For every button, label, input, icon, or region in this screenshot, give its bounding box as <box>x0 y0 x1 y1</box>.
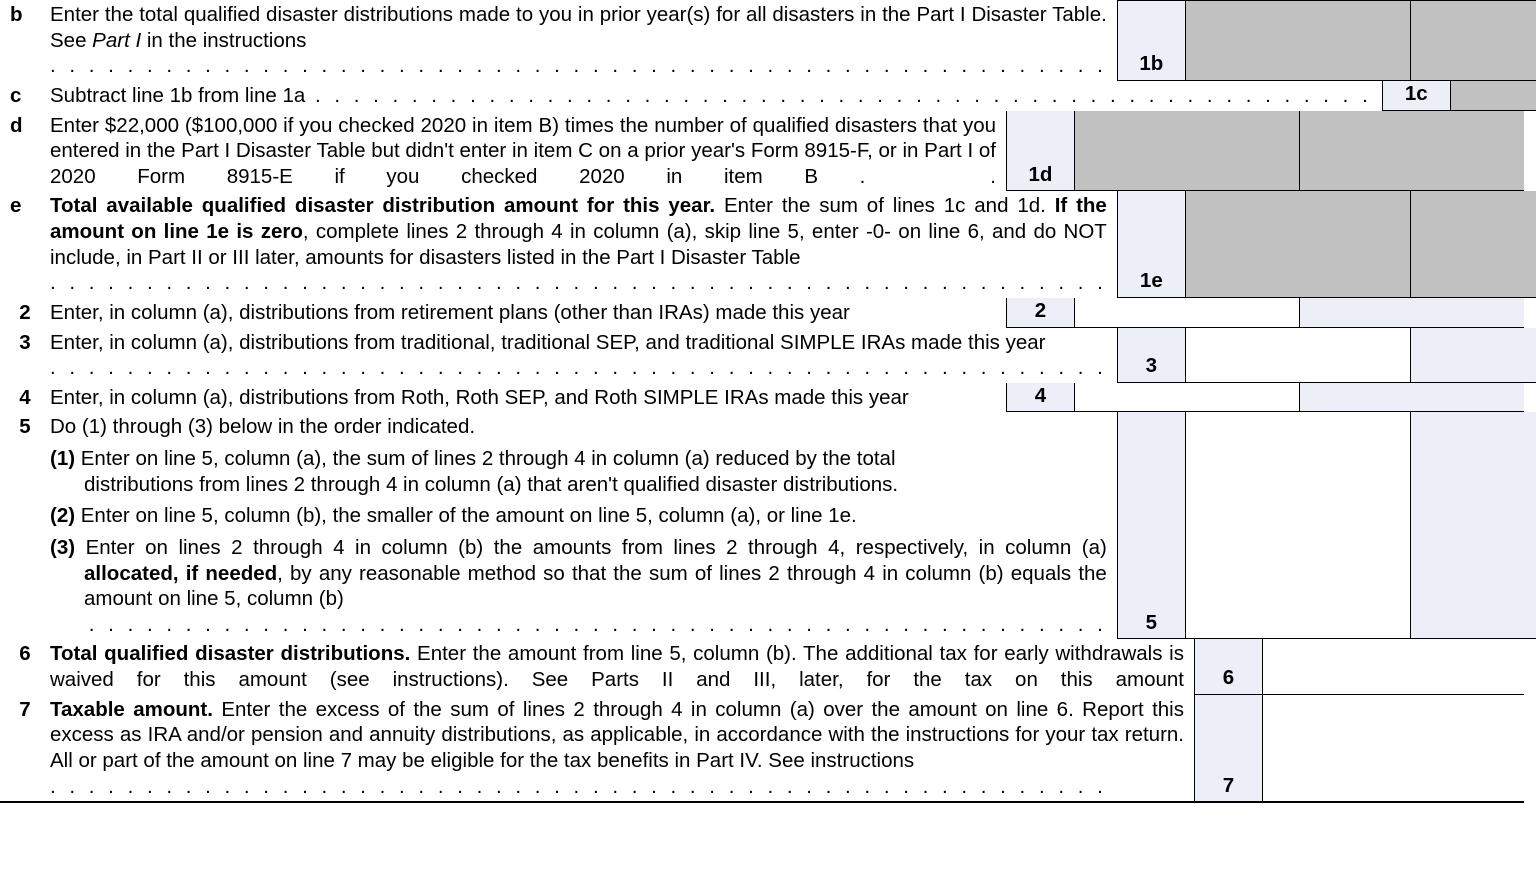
line-1d-num: d <box>0 111 50 192</box>
line-3-col-b[interactable] <box>1411 328 1536 383</box>
leader-dots <box>50 270 1107 296</box>
line-7-amount[interactable] <box>1263 695 1524 802</box>
line-5-row: 5 Do (1) through (3) below in the order … <box>0 412 1524 639</box>
line-6-num: 6 <box>0 639 50 694</box>
line-7-num: 7 <box>0 695 50 802</box>
line-4-text: Enter, in column (a), distributions from… <box>50 383 1006 413</box>
leader-dots <box>50 355 1107 381</box>
line-5-intro: Do (1) through (3) below in the order in… <box>50 414 1107 440</box>
leader-dots <box>84 612 1107 638</box>
line-1d-col-b[interactable] <box>1300 111 1524 192</box>
line-7-entry: 7 <box>1194 695 1524 802</box>
line-7-text-span: Taxable amount. Enter the excess of the … <box>50 698 1184 772</box>
line-1b-text: Enter the total qualified disaster distr… <box>50 0 1117 81</box>
line-1e-row: e Total available qualified disaster dis… <box>0 191 1524 298</box>
line-1c-row: c Subtract line 1b from line 1a 1c <box>0 81 1524 111</box>
line-1e-text: Total available qualified disaster distr… <box>50 191 1117 298</box>
line-1b-entry: 1b <box>1117 0 1536 81</box>
line-1c-entry: 1c <box>1382 81 1536 111</box>
line-5-label: 5 <box>1118 412 1186 639</box>
line-2-text-span: Enter, in column (a), distributions from… <box>50 301 850 324</box>
line-1c-text-span: Subtract line 1b from line 1a <box>50 83 1372 109</box>
line-4-row: 4 Enter, in column (a), distributions fr… <box>0 383 1524 413</box>
line-5-col-b[interactable] <box>1411 412 1536 639</box>
line-3-col-a[interactable] <box>1186 328 1411 383</box>
line-4-num: 4 <box>0 383 50 413</box>
line-1c-label: 1c <box>1383 81 1451 111</box>
line-1b-row: b Enter the total qualified disaster dis… <box>0 0 1524 81</box>
line-7-row: 7 Taxable amount. Enter the excess of th… <box>0 695 1524 802</box>
line-7-text: Taxable amount. Enter the excess of the … <box>50 695 1194 802</box>
line-2-col-b[interactable] <box>1300 298 1524 328</box>
line-6-label: 6 <box>1195 639 1263 694</box>
line-1e-num: e <box>0 191 50 298</box>
line-1b-num: b <box>0 0 50 81</box>
line-2-row: 2 Enter, in column (a), distributions fr… <box>0 298 1524 328</box>
line-4-col-a[interactable] <box>1075 383 1300 413</box>
line-1d-text: Enter $22,000 ($100,000 if you checked 2… <box>50 111 1006 192</box>
line-3-num: 3 <box>0 328 50 383</box>
line-1e-label: 1e <box>1118 191 1186 298</box>
line-4-text-span: Enter, in column (a), distributions from… <box>50 386 909 409</box>
line-2-col-a[interactable] <box>1075 298 1300 328</box>
line-6-entry: 6 <box>1194 639 1524 694</box>
section-bottom-rule <box>0 801 1524 803</box>
line-1c-num: c <box>0 81 50 111</box>
line-6-amount[interactable] <box>1263 639 1524 694</box>
line-6-text-span: Total qualified disaster distributions. … <box>50 642 1184 691</box>
line-1b-text-span: Enter the total qualified disaster distr… <box>50 3 1107 52</box>
line-5-num: 5 <box>0 412 50 639</box>
line-1c-col-a[interactable] <box>1451 81 1536 111</box>
line-1b-col-a[interactable] <box>1186 0 1411 81</box>
line-7-label: 7 <box>1195 695 1263 802</box>
line-2-text: Enter, in column (a), distributions from… <box>50 298 1006 328</box>
line-5-sub1: (1) Enter on line 5, column (a), the sum… <box>50 446 1107 497</box>
line-2-label: 2 <box>1007 298 1075 328</box>
line-4-entry: 4 <box>1006 383 1524 413</box>
line-1d-text-span: Enter $22,000 ($100,000 if you checked 2… <box>50 114 996 188</box>
line-3-text-span: Enter, in column (a), distributions from… <box>50 331 1045 354</box>
line-3-row: 3 Enter, in column (a), distributions fr… <box>0 328 1524 383</box>
line-5-entry: 5 <box>1117 412 1536 639</box>
line-1d-row: d Enter $22,000 ($100,000 if you checked… <box>0 111 1524 192</box>
line-1e-col-b[interactable] <box>1411 191 1536 298</box>
form-section: b Enter the total qualified disaster dis… <box>0 0 1536 803</box>
line-4-col-b[interactable] <box>1300 383 1524 413</box>
line-1c-text: Subtract line 1b from line 1a <box>50 81 1382 111</box>
line-3-label: 3 <box>1118 328 1186 383</box>
line-5-sub2: (2) Enter on line 5, column (b), the sma… <box>50 503 1107 529</box>
leader-dots <box>50 774 1184 800</box>
line-2-entry: 2 <box>1006 298 1524 328</box>
line-3-entry: 3 <box>1117 328 1536 383</box>
line-1d-label: 1d <box>1007 111 1075 192</box>
line-6-text: Total qualified disaster distributions. … <box>50 639 1194 694</box>
line-3-text: Enter, in column (a), distributions from… <box>50 328 1117 383</box>
line-6-row: 6 Total qualified disaster distributions… <box>0 639 1524 694</box>
line-1b-col-b[interactable] <box>1411 0 1536 81</box>
line-5-col-a[interactable] <box>1186 412 1411 639</box>
line-1e-text-span: Total available qualified disaster distr… <box>50 194 1107 268</box>
line-1d-col-a[interactable] <box>1075 111 1300 192</box>
line-4-label: 4 <box>1007 383 1075 413</box>
line-2-num: 2 <box>0 298 50 328</box>
line-1e-entry: 1e <box>1117 191 1536 298</box>
line-1d-entry: 1d <box>1006 111 1524 192</box>
line-5-sub3: (3) Enter on lines 2 through 4 in column… <box>50 535 1107 638</box>
line-1b-label: 1b <box>1118 0 1186 81</box>
line-5-text: Do (1) through (3) below in the order in… <box>50 412 1117 639</box>
leader-dots <box>50 53 1107 79</box>
line-1e-col-a[interactable] <box>1186 191 1411 298</box>
